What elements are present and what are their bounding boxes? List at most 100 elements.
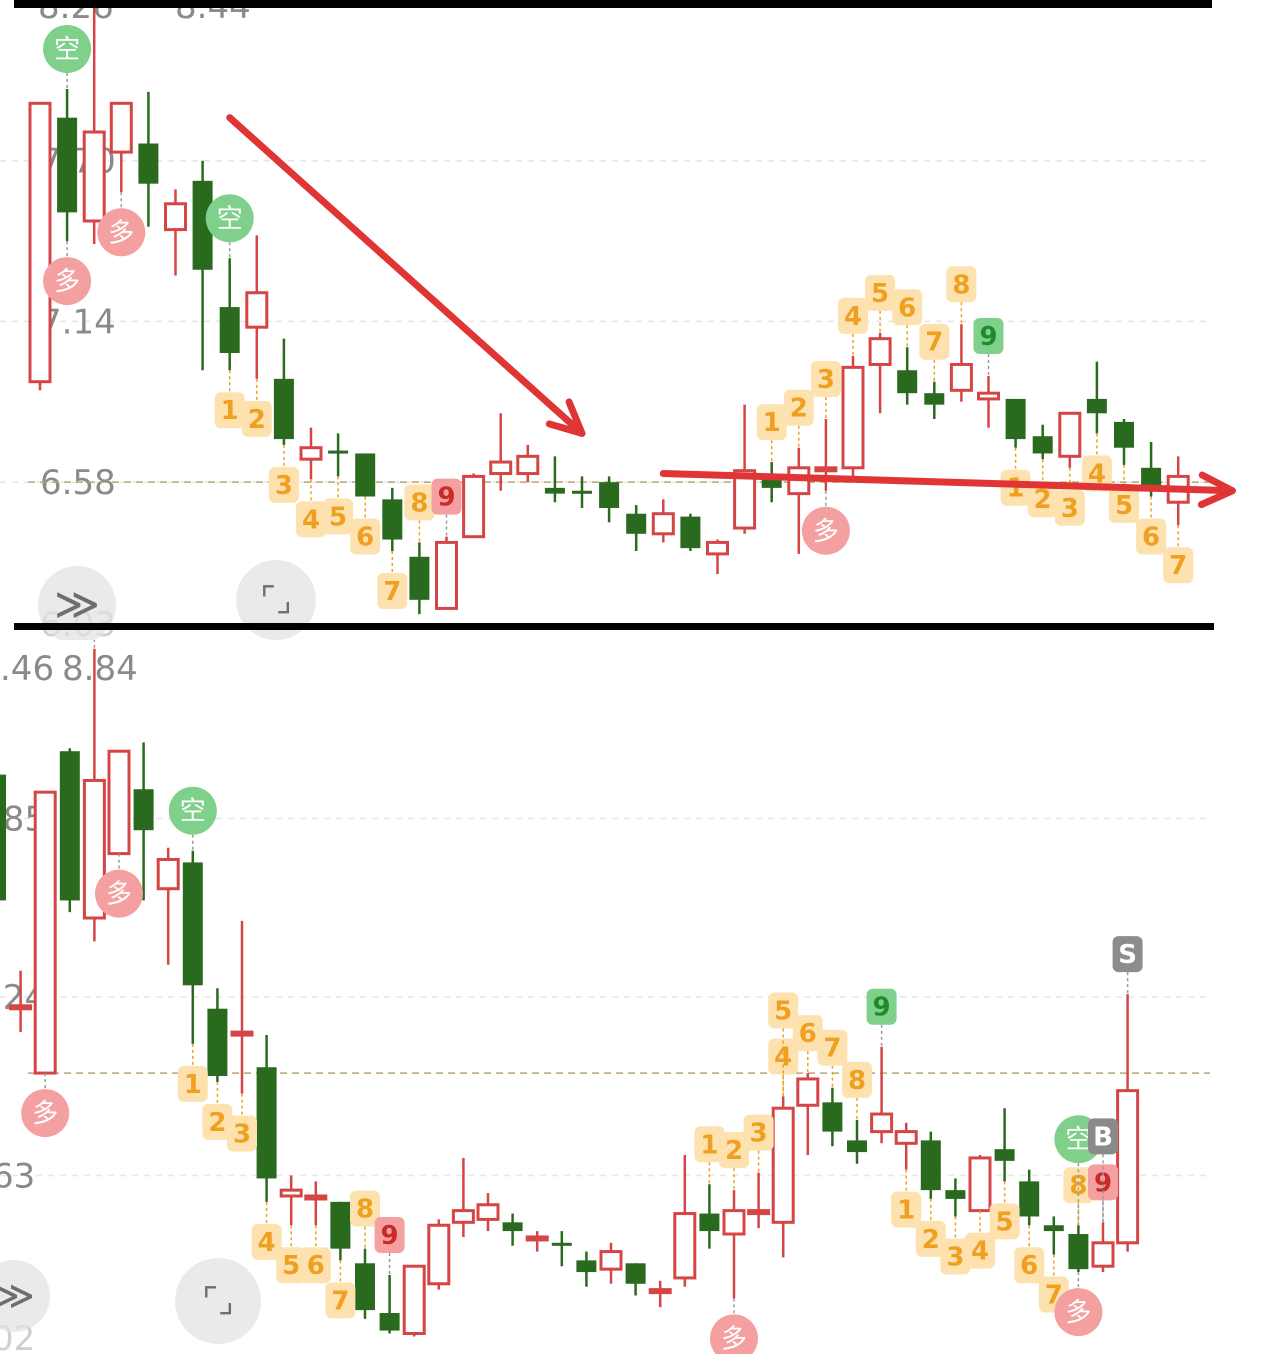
sequence-marker: 9 <box>431 478 462 537</box>
marker-badge <box>227 1115 257 1152</box>
candle <box>551 1231 572 1267</box>
candle-body <box>771 1106 795 1224</box>
candle <box>9 970 33 1033</box>
sequence-marker: 5 <box>989 1181 1020 1240</box>
candle-body <box>1116 1089 1140 1245</box>
marker-badge <box>1163 547 1194 584</box>
marker-label: 多 <box>813 517 839 547</box>
candle-body <box>968 1156 992 1213</box>
marker-badge <box>1027 481 1058 518</box>
candle-body <box>489 460 513 476</box>
sequence-marker: 空 <box>205 194 254 259</box>
candle-body <box>402 1264 426 1336</box>
marker-badge <box>710 1314 758 1354</box>
candle <box>1032 424 1053 460</box>
candle <box>761 462 782 503</box>
candle-body <box>1005 398 1026 440</box>
marker-badge <box>296 501 326 538</box>
candle-body <box>1068 1234 1089 1270</box>
marker-label: S <box>1118 940 1137 970</box>
candle-body <box>355 453 376 497</box>
marker-badge <box>323 498 354 535</box>
marker-badge <box>377 573 408 610</box>
sequence-marker: 多 <box>1054 1272 1103 1337</box>
sequence-marker: 3 <box>810 361 841 420</box>
marker-label: 多 <box>721 1324 747 1354</box>
sequence-marker: 9 <box>973 317 1004 376</box>
sequence-marker: 空 <box>43 24 92 89</box>
marker-badge <box>43 24 92 73</box>
sequence-marker: 8 <box>946 266 977 325</box>
candle <box>894 1122 918 1170</box>
candle-body <box>870 1112 894 1134</box>
candle-body <box>625 1263 646 1284</box>
candle-body <box>822 1102 843 1132</box>
candle <box>576 1251 597 1287</box>
marker-label: 8 <box>848 1066 866 1096</box>
fullscreen-button-bottom[interactable]: ⌜⌟ <box>175 1258 261 1344</box>
candle-body <box>1019 1181 1040 1217</box>
arrow-head <box>545 398 586 437</box>
candle <box>382 487 403 552</box>
candle-body <box>699 1213 720 1232</box>
candle-body <box>107 749 131 856</box>
sequence-marker: 9 <box>374 1216 405 1275</box>
marker-label: 5 <box>329 502 347 532</box>
marker-badge <box>1081 455 1112 492</box>
candle-body <box>435 540 458 610</box>
candle <box>192 160 213 371</box>
marker-badge <box>743 1114 774 1151</box>
marker-badge <box>768 992 799 1029</box>
marker-label: 9 <box>1094 1168 1112 1198</box>
marker-badge <box>1109 486 1139 523</box>
sequence-marker: 5 <box>768 992 799 1097</box>
marker-label: 多 <box>54 267 80 297</box>
double-chevron-icon: ≫ <box>0 1273 35 1319</box>
sequence-marker: 6 <box>892 289 923 348</box>
marker-badge <box>374 1216 405 1253</box>
sequence-marker: 7 <box>919 323 950 382</box>
marker-badge <box>1054 489 1085 526</box>
candle-body <box>680 516 701 549</box>
marker-badge <box>965 1232 995 1269</box>
marker-label: 9 <box>873 993 891 1023</box>
candle-body <box>207 1008 228 1077</box>
marker-label: 8 <box>410 488 428 518</box>
chart-panel-top: 8.268.447.707.146.586.03空多多空123456789123… <box>0 0 1280 640</box>
candle <box>82 5 106 244</box>
candlestick-chart-top: 8.268.447.707.146.586.03空多多空123456789123… <box>0 0 1236 640</box>
marker-label: 2 <box>248 405 266 435</box>
marker-badge <box>276 1247 307 1284</box>
marker-label: 多 <box>108 218 134 248</box>
candle-body <box>133 789 154 831</box>
marker-label: 4 <box>258 1228 276 1258</box>
candle <box>796 1073 820 1156</box>
sequence-marker: 8 <box>350 1190 380 1249</box>
candle-body <box>525 1235 549 1242</box>
marker-badge <box>810 361 841 398</box>
chart-panel-bottom: .468.84.85.246302空多多空1234567891234多56789… <box>0 640 1280 1354</box>
candle-body <box>847 1140 867 1153</box>
marker-badge <box>865 274 896 311</box>
candle-body <box>949 362 973 392</box>
marker-label: 7 <box>383 577 401 607</box>
marker-badge <box>842 1061 872 1098</box>
candle-body <box>945 1190 966 1199</box>
candle <box>33 790 57 1075</box>
marker-label: 5 <box>871 279 889 309</box>
marker-badge <box>792 1015 823 1052</box>
candle <box>771 1096 795 1258</box>
sequence-marker: 3 <box>1054 467 1085 526</box>
marker-badge <box>915 1220 946 1257</box>
candle <box>107 749 131 856</box>
candle <box>516 444 540 483</box>
sequence-marker: B <box>1088 1118 1118 1223</box>
marker-label: 6 <box>1020 1251 1038 1281</box>
candle-body <box>138 143 159 184</box>
sequence-marker: 5 <box>1109 464 1139 523</box>
candle <box>328 433 349 477</box>
candle <box>706 539 729 574</box>
candle <box>651 499 675 543</box>
marker-label: 1 <box>221 396 239 426</box>
y-axis-label: 63 <box>0 1157 35 1197</box>
